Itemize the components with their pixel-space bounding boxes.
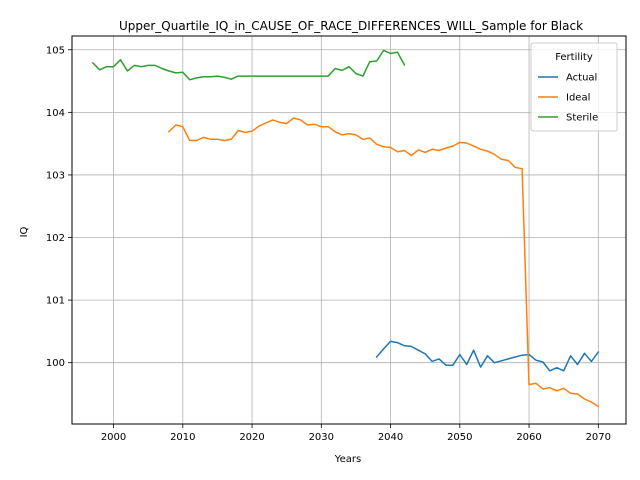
- plot-frame: [71, 35, 627, 425]
- y-tick-label: 102: [46, 233, 65, 244]
- y-tick-label: 100: [46, 358, 65, 369]
- x-tick-label: 2020: [239, 432, 264, 443]
- legend-label-ideal: Ideal: [566, 93, 590, 104]
- x-axis-ticks: 2000 2010 2020 2030 2040 2050 2060 2070: [101, 424, 611, 443]
- x-tick-label: 2070: [586, 432, 611, 443]
- series-line-actual: [375, 340, 600, 372]
- legend-box: [530, 42, 618, 132]
- y-axis-ticks: 100 101 102 103 104 105: [46, 45, 72, 369]
- legend-label-sterile: Sterile: [566, 113, 598, 124]
- legend-label-actual: Actual: [566, 73, 597, 84]
- x-tick-label: 2050: [447, 432, 472, 443]
- y-axis-label: IQ: [19, 226, 30, 237]
- x-tick-label: 2030: [309, 432, 334, 443]
- y-tick-label: 104: [46, 108, 65, 119]
- series-line-sterile: [91, 49, 406, 81]
- series-lines: [91, 49, 600, 408]
- y-tick-label: 105: [46, 45, 65, 56]
- legend: Fertility Actual Ideal Sterile: [530, 42, 618, 132]
- x-tick-label: 2060: [516, 432, 541, 443]
- series-line-ideal: [167, 117, 600, 408]
- grid-lines: [72, 36, 626, 424]
- x-tick-label: 2040: [378, 432, 403, 443]
- x-tick-label: 2010: [170, 432, 195, 443]
- chart-title: Upper_Quartile_IQ_in_CAUSE_OF_RACE_DIFFE…: [119, 19, 583, 33]
- x-tick-label: 2000: [101, 432, 126, 443]
- y-tick-label: 101: [46, 296, 65, 307]
- x-axis-label: Years: [334, 454, 361, 465]
- legend-title: Fertility: [555, 52, 593, 63]
- y-tick-label: 103: [46, 170, 65, 181]
